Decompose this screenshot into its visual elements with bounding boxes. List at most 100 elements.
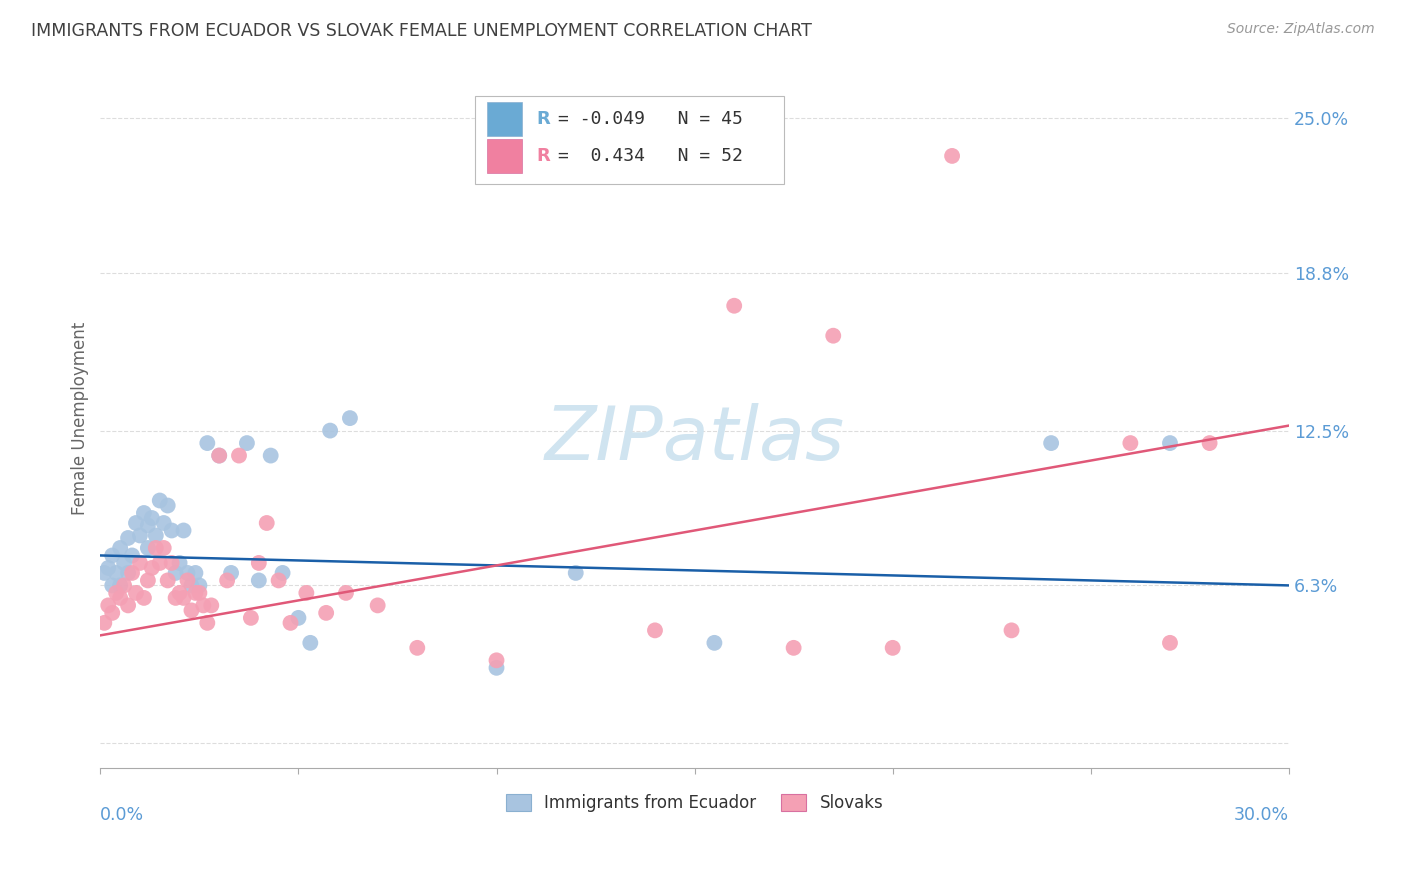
Point (97, 561, 120, 575)
Point (117, 599, 139, 613)
Point (132, 506, 155, 520)
Point (165, 566, 187, 580)
Point (145, 541, 167, 555)
Point (173, 591, 195, 605)
Point (160, 556, 183, 570)
Point (200, 599, 222, 613)
Point (335, 586, 357, 600)
Point (136, 541, 159, 555)
Point (112, 556, 135, 570)
Point (176, 574, 198, 588)
Point (782, 640, 804, 655)
Point (132, 591, 155, 605)
Text: IMMIGRANTS FROM ECUADOR VS SLOVAK FEMALE UNEMPLOYMENT CORRELATION CHART: IMMIGRANTS FROM ECUADOR VS SLOVAK FEMALE… (31, 22, 811, 40)
FancyBboxPatch shape (486, 102, 522, 136)
Text: =  0.434   N = 52: = 0.434 N = 52 (558, 147, 742, 165)
Point (152, 541, 174, 555)
Point (108, 541, 131, 555)
Point (105, 586, 128, 600)
Point (485, 653, 508, 667)
Point (145, 528, 167, 542)
Point (703, 636, 725, 650)
Point (941, 149, 963, 163)
Point (228, 449, 250, 463)
Point (117, 531, 139, 545)
Point (239, 611, 262, 625)
Point (188, 578, 211, 592)
Point (125, 586, 148, 600)
Point (315, 606, 337, 620)
Text: ZIPatlas: ZIPatlas (544, 403, 845, 475)
Point (267, 574, 290, 588)
Point (195, 615, 218, 630)
Point (184, 586, 207, 600)
Point (152, 516, 174, 530)
Point (121, 549, 143, 563)
Point (295, 586, 318, 600)
Point (180, 603, 202, 617)
Point (367, 599, 389, 613)
Point (156, 499, 179, 513)
Point (149, 556, 172, 570)
Point (256, 516, 278, 530)
Text: = -0.049   N = 45: = -0.049 N = 45 (558, 110, 742, 128)
Point (247, 556, 270, 570)
Point (208, 449, 231, 463)
Point (136, 518, 159, 533)
Point (188, 586, 211, 600)
Point (129, 556, 152, 570)
Point (141, 561, 163, 575)
Point (644, 624, 666, 638)
Point (564, 566, 586, 580)
Point (1159, 636, 1181, 650)
Point (97, 599, 120, 613)
Point (169, 586, 191, 600)
Text: Source: ZipAtlas.com: Source: ZipAtlas.com (1227, 22, 1375, 37)
Y-axis label: Female Unemployment: Female Unemployment (72, 321, 89, 515)
FancyBboxPatch shape (486, 139, 522, 173)
Point (125, 516, 148, 530)
Point (723, 299, 745, 313)
Point (101, 549, 124, 563)
Point (299, 636, 322, 650)
Point (108, 578, 131, 592)
Point (1040, 436, 1063, 450)
Text: 0.0%: 0.0% (100, 806, 145, 824)
Point (156, 574, 179, 588)
Point (136, 574, 159, 588)
Text: 30.0%: 30.0% (1233, 806, 1289, 824)
Point (280, 615, 302, 630)
Point (173, 524, 195, 538)
Point (101, 606, 124, 620)
Point (121, 566, 143, 580)
Point (236, 436, 259, 450)
Point (339, 411, 361, 425)
Point (219, 566, 242, 580)
Point (208, 449, 231, 463)
Point (112, 578, 135, 592)
Point (129, 528, 152, 542)
Point (287, 611, 309, 625)
Point (101, 578, 124, 592)
Point (105, 566, 128, 580)
Point (406, 640, 429, 655)
Point (217, 574, 239, 588)
Point (176, 566, 198, 580)
Point (1000, 624, 1022, 638)
FancyBboxPatch shape (475, 96, 783, 184)
Text: R: R (537, 147, 550, 165)
Legend: Immigrants from Ecuador, Slovaks: Immigrants from Ecuador, Slovaks (499, 788, 890, 819)
Point (165, 591, 187, 605)
Point (108, 591, 131, 605)
Point (184, 566, 207, 580)
Point (319, 424, 342, 438)
Point (485, 661, 508, 675)
Point (1119, 436, 1142, 450)
Text: R: R (537, 110, 550, 128)
Point (195, 436, 218, 450)
Point (93, 615, 115, 630)
Point (169, 556, 191, 570)
Point (141, 511, 163, 525)
Point (271, 566, 294, 580)
Point (1198, 436, 1220, 450)
